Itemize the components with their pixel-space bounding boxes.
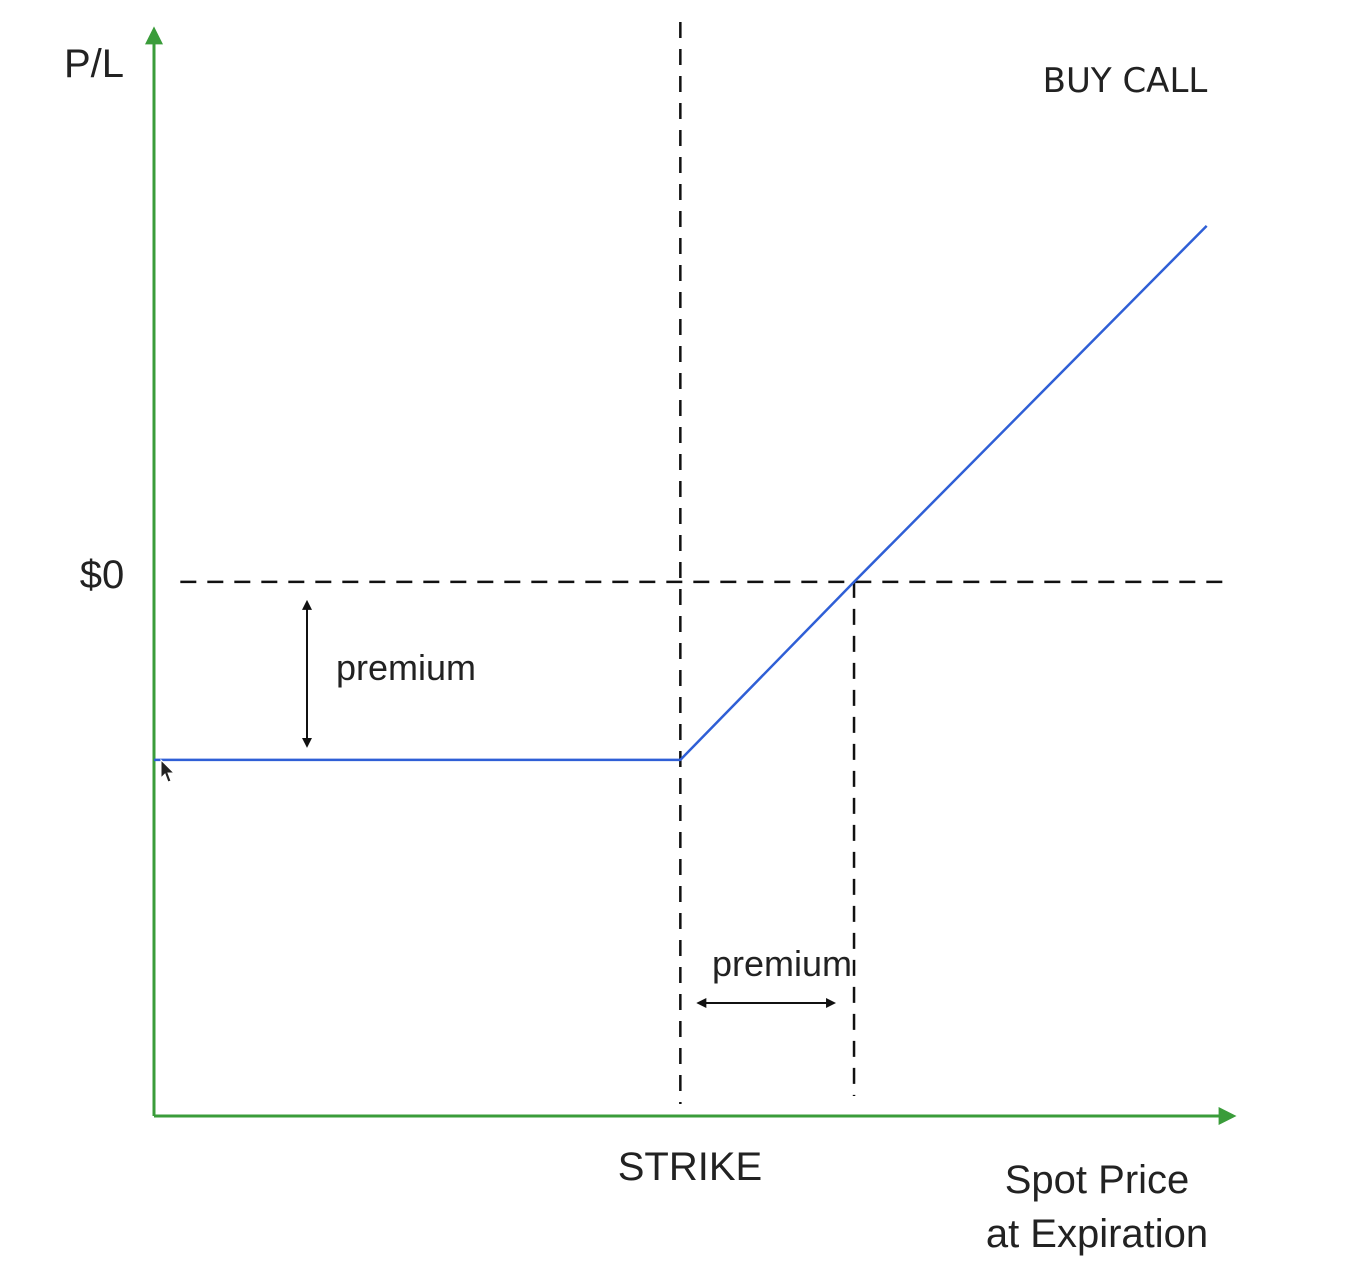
- chart-title: BUY CALL: [1043, 61, 1208, 101]
- x-tick-label-strike: STRIKE: [618, 1145, 762, 1189]
- x-axis-label-line-2: at Expiration: [986, 1212, 1208, 1256]
- payoff-line: [154, 224, 1208, 762]
- arrow-cursor-icon: [160, 758, 176, 783]
- horizontal-premium-label: premium: [712, 943, 852, 984]
- vertical-premium-label: premium: [336, 647, 476, 688]
- y-tick-label-zero: $0: [80, 553, 125, 597]
- y-axis-label: P/L: [64, 42, 124, 86]
- x-axis-label-line-1: Spot Price: [1005, 1158, 1190, 1202]
